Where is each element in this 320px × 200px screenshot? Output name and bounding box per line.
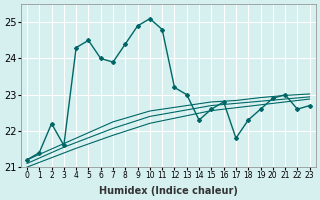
X-axis label: Humidex (Indice chaleur): Humidex (Indice chaleur) <box>99 186 238 196</box>
